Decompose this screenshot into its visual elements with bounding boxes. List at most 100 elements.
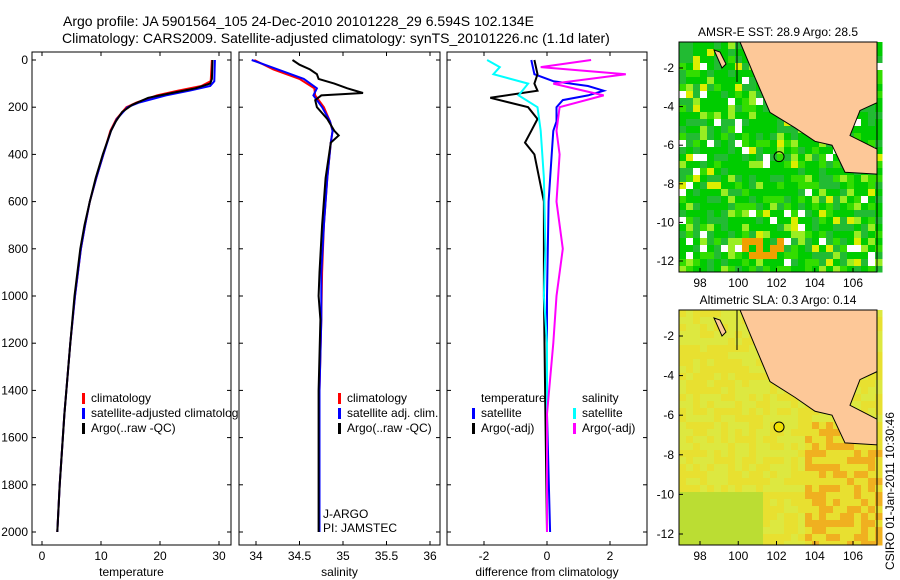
map-cell — [847, 499, 855, 507]
map-cell — [847, 485, 855, 493]
map-cell — [763, 245, 771, 253]
map-cell — [819, 450, 827, 458]
map-cell — [749, 436, 757, 444]
map-cell — [714, 457, 722, 465]
map-cell — [833, 506, 841, 514]
map-cell — [679, 380, 687, 388]
map-cell — [875, 499, 883, 507]
map-cell — [791, 485, 799, 493]
map-cell — [735, 147, 743, 155]
map-cell — [770, 245, 778, 253]
map-title: AMSR-E SST: 28.9 Argo: 28.5 — [698, 25, 858, 39]
map-cell — [826, 485, 834, 493]
map-cell — [805, 450, 813, 458]
map-cell — [763, 506, 771, 514]
map-cell — [791, 252, 799, 260]
map-cell — [833, 217, 841, 225]
map-cell — [833, 189, 841, 197]
map-cell — [833, 161, 841, 169]
map-cell — [854, 520, 862, 528]
map-cell — [798, 499, 806, 507]
map-cell — [770, 492, 778, 500]
map-cell — [742, 259, 750, 267]
map-cell — [728, 380, 736, 388]
map-cell — [693, 63, 701, 71]
map-cell — [742, 224, 750, 232]
map-cell — [763, 436, 771, 444]
map-cell — [721, 478, 729, 486]
map-cell — [700, 429, 708, 437]
map-cell — [700, 373, 708, 381]
map-cell — [693, 182, 701, 190]
map-cell — [812, 252, 820, 260]
map-cell — [791, 217, 799, 225]
map-cell — [749, 394, 757, 402]
map-cell — [798, 196, 806, 204]
map-cell — [693, 112, 701, 120]
map-cell — [728, 492, 736, 500]
map-cell — [728, 513, 736, 521]
map-cell — [686, 70, 694, 78]
map-cell — [777, 408, 785, 416]
map-cell — [714, 175, 722, 183]
map-cell — [721, 140, 729, 148]
map-cell — [686, 401, 694, 409]
map-cell — [840, 499, 848, 507]
map-cell — [854, 259, 862, 267]
map-cell — [812, 436, 820, 444]
map-cell — [721, 112, 729, 120]
map-cell — [686, 224, 694, 232]
map-cell — [714, 471, 722, 479]
map-cell — [749, 429, 757, 437]
map-cell — [735, 443, 743, 451]
map-cell — [875, 161, 883, 169]
map-cell — [826, 436, 834, 444]
map-cell — [840, 252, 848, 260]
map-cell — [693, 91, 701, 99]
map-cell — [735, 310, 743, 318]
map-cell — [777, 513, 785, 521]
map-cell — [805, 499, 813, 507]
map-cell — [777, 464, 785, 472]
map-cell — [700, 541, 708, 546]
map-cell — [693, 408, 701, 416]
map-cell — [742, 210, 750, 218]
map-cell — [707, 112, 715, 120]
map-cell — [728, 77, 736, 85]
map-cell — [679, 352, 687, 360]
x-tick-label: 36 — [423, 549, 437, 563]
map-cell — [749, 471, 757, 479]
map-cell — [777, 189, 785, 197]
map-cell — [686, 310, 694, 318]
map-cell — [826, 429, 834, 437]
map-cell — [833, 478, 841, 486]
map-cell — [728, 408, 736, 416]
map-cell — [686, 534, 694, 542]
map-cell — [861, 126, 869, 134]
map-cell — [742, 154, 750, 162]
map-cell — [700, 310, 708, 318]
map-cell — [679, 373, 687, 381]
map-cell — [721, 119, 729, 127]
map-cell — [854, 499, 862, 507]
map-cell — [875, 140, 883, 148]
map-cell — [679, 189, 687, 197]
map-cell — [728, 252, 736, 260]
map-cell — [784, 394, 792, 402]
map-cell — [875, 541, 883, 546]
map-cell — [854, 471, 862, 479]
map-cell — [875, 217, 883, 225]
map-cell — [721, 485, 729, 493]
map-cell — [861, 217, 869, 225]
map-cell — [728, 450, 736, 458]
map-cell — [826, 245, 834, 253]
map-cell — [728, 105, 736, 113]
map-cell — [707, 49, 715, 57]
map-cell — [686, 506, 694, 514]
map-cell — [742, 126, 750, 134]
map-cell — [693, 259, 701, 267]
map-cell — [700, 513, 708, 521]
map-cell — [728, 366, 736, 374]
map-cell — [679, 429, 687, 437]
map-cell — [854, 238, 862, 246]
